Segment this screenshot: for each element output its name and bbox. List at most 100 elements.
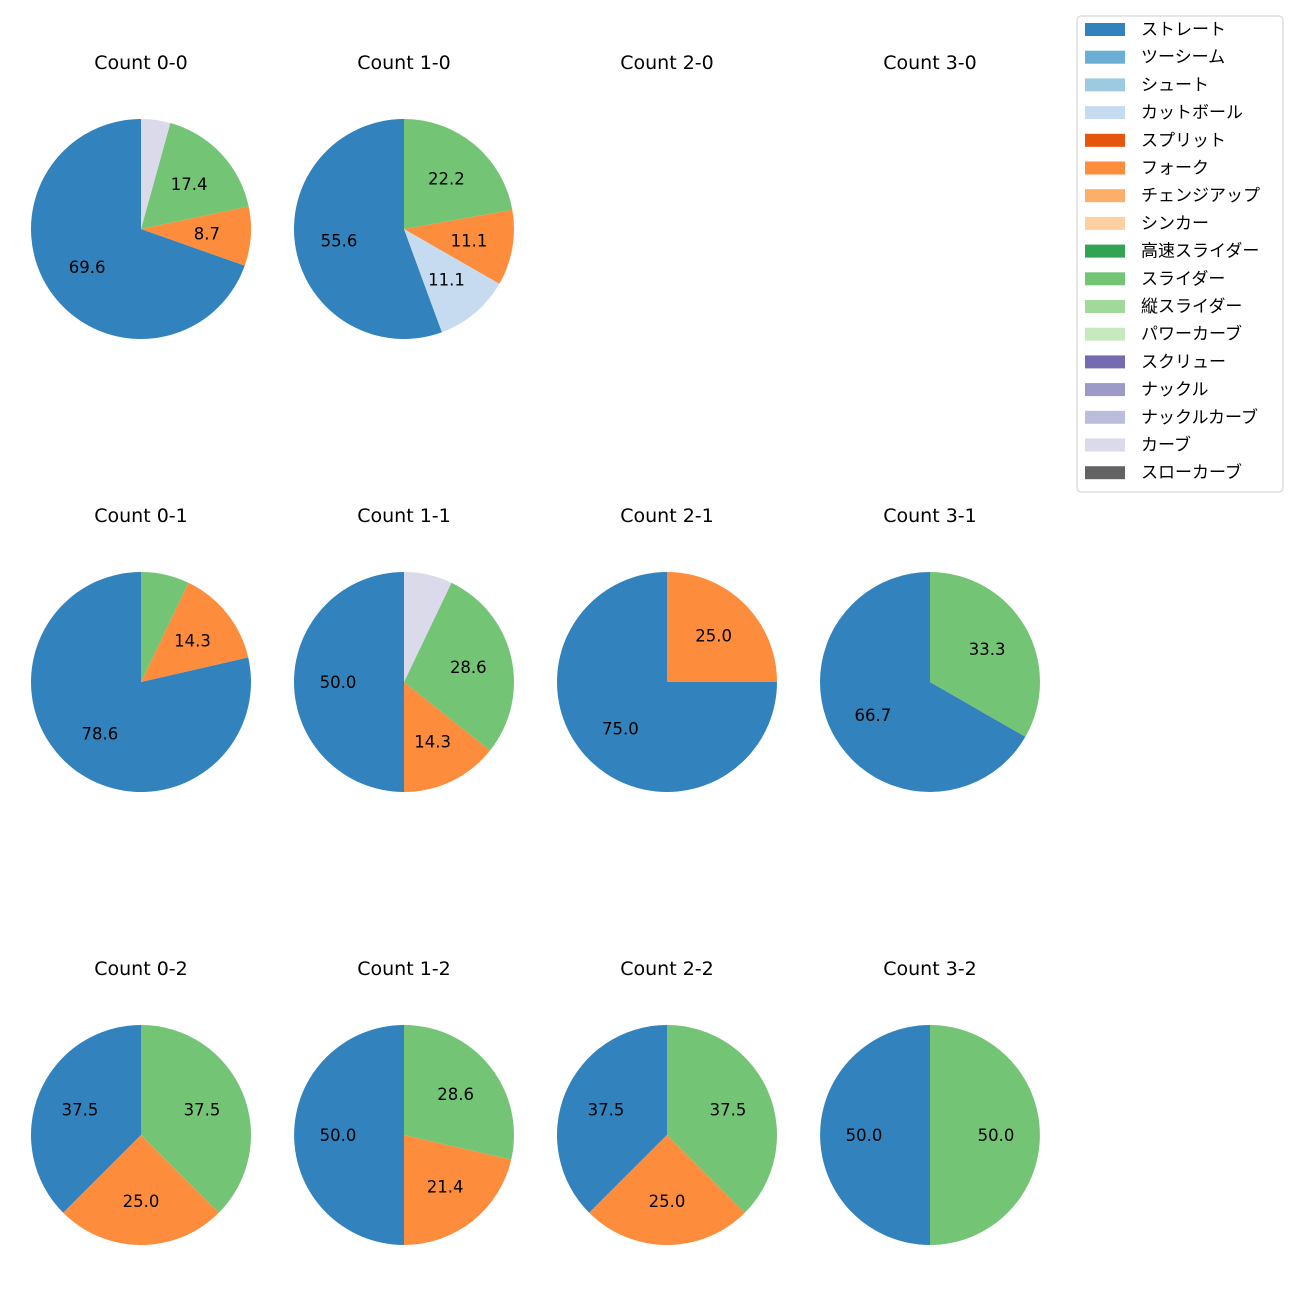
pie-count-3-2: Count 3-2 50.0 50.0 (820, 958, 1040, 1245)
pie-slice (404, 582, 514, 751)
pie-slice (930, 572, 1041, 737)
pie-count-1-2: Count 1-2 50.0 21.4 28.6 (294, 958, 515, 1245)
slice-data-label: 21.4 (427, 1178, 464, 1197)
pie-title: Count 0-2 (94, 958, 188, 980)
slice-data-label: 50.0 (320, 673, 357, 692)
pie-title: Count 3-1 (883, 505, 977, 527)
slice-data-label: 25.0 (649, 1192, 686, 1211)
legend-frame (1076, 15, 1284, 493)
pie-count-3-0: Count 3-0 (883, 52, 977, 74)
pie-count-2-2: Count 2-2 37.5 25.0 37.5 (557, 958, 777, 1245)
slice-data-label: 11.1 (451, 231, 488, 250)
legend-entry-label: カットボール (1141, 103, 1243, 123)
pie-title: Count 2-0 (620, 52, 714, 74)
legend-entry-label: ツーシーム (1141, 48, 1225, 68)
pie-title: Count 2-2 (620, 958, 714, 980)
legend: ストレートツーシームシュートカットボールスプリットフォークチェンジアップシンカー… (1076, 15, 1284, 493)
slice-data-label: 37.5 (62, 1101, 99, 1120)
legend-entry-label: ナックルカーブ (1141, 407, 1258, 428)
legend-swatch (1085, 161, 1125, 175)
slice-data-label: 22.2 (428, 169, 465, 188)
pie-title: Count 3-0 (883, 52, 977, 74)
pie-slice (404, 119, 513, 229)
slice-data-label: 11.1 (428, 270, 465, 289)
pie-title: Count 1-1 (357, 505, 451, 527)
slice-data-label: 28.6 (450, 658, 487, 677)
legend-swatch (1085, 355, 1125, 369)
pies-layer: Count 0-0 69.6 8.7 17.4 Count 1-0 55.6 11.1 11.… (31, 52, 1041, 1245)
legend-entry-label: ナックル (1141, 380, 1209, 400)
legend-swatch (1085, 327, 1125, 341)
pie-slice (31, 1025, 141, 1213)
pie-count-2-0: Count 2-0 (620, 52, 714, 74)
legend-entry-label: スローカーブ (1141, 462, 1242, 483)
pie-count-0-1: Count 0-1 78.6 14.3 (31, 505, 252, 793)
slice-data-label: 55.6 (321, 232, 358, 251)
pie-slice (589, 1135, 745, 1245)
pie-slice (404, 572, 452, 682)
legend-entry-label: スライダー (1141, 269, 1225, 289)
legend-entry-label: チェンジアップ (1141, 186, 1260, 206)
legend-swatch (1085, 216, 1125, 230)
slice-data-label: 50.0 (978, 1126, 1015, 1145)
pie-title: Count 3-2 (883, 958, 977, 980)
legend-entry-label: スプリット (1141, 131, 1226, 151)
legend-entry-label: パワーカーブ (1141, 324, 1242, 345)
pie-slice (293, 119, 442, 339)
pie-slice (557, 1025, 667, 1213)
pie-slice (141, 1025, 251, 1213)
legend-swatch (1085, 189, 1125, 203)
slice-data-label: 33.3 (969, 640, 1006, 659)
slice-data-label: 37.5 (184, 1101, 221, 1120)
legend-swatch (1085, 23, 1125, 36)
pie-slice (404, 1025, 515, 1160)
slice-data-label: 50.0 (320, 1126, 357, 1145)
pie-slice (294, 572, 404, 792)
pie-slice (141, 582, 249, 682)
slice-data-label: 69.6 (69, 258, 106, 277)
legend-entry-label: フォーク (1141, 159, 1209, 179)
pie-count-0-2: Count 0-2 37.5 25.0 37.5 (31, 958, 251, 1245)
pie-slice (141, 119, 171, 229)
pie-title: Count 0-1 (94, 505, 188, 527)
slice-data-label: 25.0 (123, 1192, 160, 1211)
legend-entry-label: シュート (1141, 75, 1209, 95)
slice-data-label: 28.6 (437, 1085, 474, 1104)
slice-data-label: 78.6 (82, 725, 119, 744)
pie-slice (141, 122, 249, 229)
slice-data-label: 37.5 (710, 1101, 747, 1120)
slice-data-label: 8.7 (194, 224, 220, 243)
slice-data-label: 17.4 (171, 175, 208, 194)
pie-slice (31, 119, 245, 339)
legend-swatch (1085, 438, 1125, 452)
pie-title: Count 0-0 (94, 52, 188, 74)
pie-slice (31, 572, 252, 793)
legend-swatch (1085, 78, 1125, 92)
pie-slice (404, 1135, 512, 1245)
legend-swatch (1085, 244, 1125, 258)
legend-entry-label: ストレート (1141, 20, 1226, 40)
pie-count-1-0: Count 1-0 55.6 11.1 11.1 22.2 (293, 52, 514, 339)
slice-data-label: 25.0 (695, 626, 732, 645)
legend-entry-label: カーブ (1141, 435, 1191, 456)
slice-data-label: 66.7 (855, 706, 892, 725)
pie-slice (294, 1025, 404, 1245)
pie-slice (820, 1025, 930, 1245)
legend-swatch (1085, 410, 1125, 424)
pie-slice (930, 1025, 1040, 1245)
slice-data-label: 14.3 (174, 632, 211, 651)
pie-slice (404, 209, 514, 284)
pie-slice (141, 206, 251, 266)
pie-slice (404, 229, 500, 333)
legend-swatch (1085, 50, 1125, 64)
legend-entry-label: シンカー (1141, 214, 1209, 234)
pie-count-1-1: Count 1-1 50.0 14.3 28.6 (294, 505, 514, 792)
legend-swatch (1085, 106, 1125, 120)
pie-slice (404, 682, 491, 792)
slice-data-label: 37.5 (588, 1101, 625, 1120)
slice-data-label: 50.0 (846, 1126, 883, 1145)
legend-entry-label: スクリュー (1141, 352, 1226, 372)
pie-count-0-0: Count 0-0 69.6 8.7 17.4 (31, 52, 251, 339)
pie-title: Count 1-0 (357, 52, 451, 74)
